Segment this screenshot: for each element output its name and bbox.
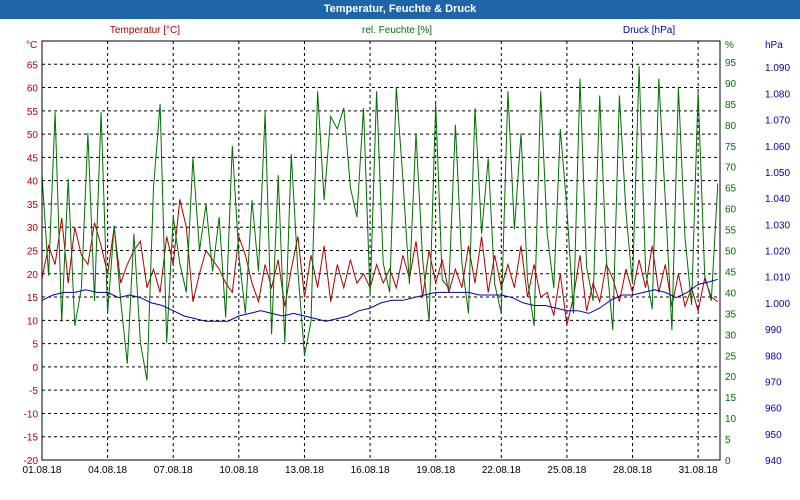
humidity-tick-label: 65 bbox=[725, 184, 737, 195]
x-tick-label: 31.08.18 bbox=[679, 465, 718, 476]
temperature-axis-unit: °C bbox=[26, 40, 37, 51]
humidity-tick-label: 20 bbox=[725, 372, 737, 383]
humidity-tick-label: 95 bbox=[725, 58, 737, 69]
humidity-tick-label: 25 bbox=[725, 351, 737, 362]
x-tick-label: 04.08.18 bbox=[88, 465, 127, 476]
humidity-tick-label: 80 bbox=[725, 121, 737, 132]
temperature-tick-label: 65 bbox=[27, 60, 39, 71]
pressure-tick-label: 940 bbox=[765, 456, 782, 467]
temperature-tick-label: 15 bbox=[27, 293, 39, 304]
humidity-tick-label: 85 bbox=[725, 100, 737, 111]
grid-lines bbox=[41, 41, 720, 461]
temperature-tick-label: 50 bbox=[27, 130, 39, 141]
pressure-tick-label: 1.020 bbox=[765, 247, 790, 258]
x-axis-ticks: 01.08.18 04.08.18 07.08.18 10.08.18 13.08.18… bbox=[23, 465, 718, 476]
temperature-tick-label: 30 bbox=[27, 223, 39, 234]
humidity-tick-label: 60 bbox=[725, 205, 737, 216]
x-tick-label: 25.08.18 bbox=[547, 465, 586, 476]
pressure-tick-label: 1.040 bbox=[765, 194, 790, 205]
temperature-tick-label: -5 bbox=[29, 386, 38, 397]
humidity-axis-ticks: 0 5 10 15 20 25 30 35 40 45 50 55 60 65 70 75 80 85 90 95 bbox=[725, 58, 737, 467]
humidity-tick-label: 35 bbox=[725, 309, 737, 320]
temperature-series-line bbox=[41, 199, 719, 326]
x-tick-label: 13.08.18 bbox=[285, 465, 324, 476]
temperature-tick-label: 25 bbox=[27, 247, 39, 258]
humidity-tick-label: 70 bbox=[725, 163, 737, 174]
pressure-tick-label: 1.060 bbox=[765, 142, 790, 153]
pressure-tick-label: 990 bbox=[765, 325, 782, 336]
temperature-tick-label: 40 bbox=[27, 177, 39, 188]
temperature-tick-label: 0 bbox=[32, 363, 38, 374]
humidity-tick-label: 30 bbox=[725, 330, 737, 341]
pressure-tick-label: 970 bbox=[765, 377, 782, 388]
x-tick-label: 07.08.18 bbox=[154, 465, 193, 476]
x-tick-label: 10.08.18 bbox=[219, 465, 258, 476]
x-tick-label: 28.08.18 bbox=[613, 465, 652, 476]
humidity-tick-label: 90 bbox=[725, 79, 737, 90]
humidity-tick-label: 45 bbox=[725, 267, 737, 278]
humidity-axis-label: rel. Feuchte [%] bbox=[362, 25, 432, 36]
series-layer bbox=[41, 66, 719, 381]
humidity-tick-label: 55 bbox=[725, 226, 737, 237]
humidity-tick-label: 10 bbox=[725, 414, 737, 425]
humidity-axis-unit: % bbox=[725, 40, 734, 51]
x-tick-label: 22.08.18 bbox=[482, 465, 521, 476]
temperature-axis-label: Temperatur [°C] bbox=[110, 25, 180, 36]
humidity-tick-label: 50 bbox=[725, 247, 737, 258]
humidity-tick-label: 40 bbox=[725, 288, 737, 299]
temperature-tick-label: 55 bbox=[27, 107, 39, 118]
pressure-tick-label: 1.010 bbox=[765, 273, 790, 284]
x-tick-label: 19.08.18 bbox=[416, 465, 455, 476]
temperature-axis-ticks: -20 -15 -10 -5 0 5 10 15 20 25 30 35 40 45 50 55 60 65 bbox=[24, 60, 39, 467]
pressure-axis-label: Druck [hPa] bbox=[623, 25, 675, 36]
pressure-tick-label: 1.080 bbox=[765, 89, 790, 100]
climate-chart: -20 -15 -10 -5 0 5 10 15 20 25 30 35 40 45 50 55 60 65 0 5… bbox=[23, 25, 791, 476]
temperature-tick-label: 35 bbox=[27, 200, 39, 211]
pressure-axis-ticks: 940 950 960 970 980 990 1.000 1.010 1.020 1.030 1.… bbox=[765, 63, 790, 467]
temperature-tick-label: 20 bbox=[27, 270, 39, 281]
chart-area: -20 -15 -10 -5 0 5 10 15 20 25 30 35 40 45 50 55 60 65 0 5… bbox=[0, 19, 800, 500]
pressure-tick-label: 1.090 bbox=[765, 63, 790, 74]
pressure-tick-label: 1.050 bbox=[765, 168, 790, 179]
humidity-tick-label: 15 bbox=[725, 393, 737, 404]
temperature-tick-label: 5 bbox=[32, 340, 38, 351]
humidity-tick-label: 5 bbox=[725, 435, 731, 446]
plot-frame bbox=[41, 40, 721, 461]
humidity-series-line bbox=[41, 66, 719, 381]
x-tick-label: 01.08.18 bbox=[23, 465, 62, 476]
pressure-axis-unit: hPa bbox=[765, 40, 783, 51]
temperature-tick-label: 60 bbox=[27, 84, 39, 95]
temperature-tick-label: -10 bbox=[24, 409, 39, 420]
pressure-series-line bbox=[41, 278, 718, 322]
temperature-tick-label: -15 bbox=[24, 433, 39, 444]
window-title: Temperatur, Feuchte & Druck bbox=[0, 0, 800, 19]
temperature-tick-label: 10 bbox=[27, 316, 39, 327]
x-tick-label: 16.08.18 bbox=[351, 465, 390, 476]
pressure-tick-label: 1.070 bbox=[765, 116, 790, 127]
pressure-tick-label: 1.000 bbox=[765, 299, 790, 310]
pressure-tick-label: 950 bbox=[765, 430, 782, 441]
pressure-tick-label: 960 bbox=[765, 404, 782, 415]
humidity-tick-label: 75 bbox=[725, 142, 737, 153]
pressure-tick-label: 1.030 bbox=[765, 220, 790, 231]
temperature-tick-label: 45 bbox=[27, 153, 39, 164]
temperature-tick-label: -20 bbox=[24, 456, 39, 467]
humidity-tick-label: 0 bbox=[725, 456, 731, 467]
pressure-tick-label: 980 bbox=[765, 351, 782, 362]
